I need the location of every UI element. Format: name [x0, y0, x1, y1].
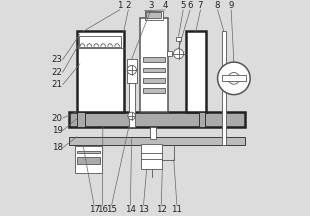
Text: 9: 9	[228, 1, 234, 10]
Bar	[129, 83, 135, 127]
Text: 7: 7	[198, 1, 203, 10]
Circle shape	[127, 65, 136, 75]
Bar	[199, 112, 205, 127]
Text: 2: 2	[126, 1, 131, 10]
Bar	[127, 59, 137, 83]
Circle shape	[174, 49, 184, 59]
Text: 1: 1	[117, 1, 122, 10]
Text: 3: 3	[148, 1, 153, 10]
Bar	[140, 18, 167, 112]
Text: 22: 22	[52, 68, 63, 77]
Text: 5: 5	[180, 1, 186, 10]
Bar	[176, 37, 181, 41]
Circle shape	[128, 112, 135, 120]
Bar	[69, 112, 245, 127]
Bar	[77, 112, 85, 127]
Bar	[77, 31, 124, 112]
Text: 8: 8	[215, 1, 220, 10]
Text: 18: 18	[52, 143, 63, 152]
Bar	[141, 144, 162, 169]
Bar	[75, 146, 102, 173]
Bar	[77, 151, 100, 153]
Bar	[143, 57, 165, 62]
Text: 16: 16	[97, 205, 108, 214]
Text: 6: 6	[187, 1, 193, 10]
Bar	[222, 31, 226, 145]
Bar	[143, 88, 165, 93]
Text: 20: 20	[52, 114, 63, 122]
Circle shape	[218, 62, 250, 95]
Text: 13: 13	[138, 205, 149, 214]
Bar	[77, 157, 100, 164]
Text: 21: 21	[52, 80, 63, 89]
Text: 12: 12	[156, 205, 167, 214]
Text: 4: 4	[162, 1, 168, 10]
Bar	[144, 11, 163, 20]
Text: 11: 11	[171, 205, 182, 214]
Bar	[143, 68, 165, 72]
Bar	[222, 75, 246, 81]
Text: 14: 14	[125, 205, 136, 214]
Text: 19: 19	[52, 126, 63, 135]
Bar	[186, 31, 206, 112]
Bar	[143, 78, 165, 83]
Bar	[69, 137, 245, 145]
Bar	[167, 51, 172, 56]
Circle shape	[228, 73, 240, 84]
Bar	[146, 12, 161, 18]
Text: 15: 15	[106, 205, 117, 214]
Text: 17: 17	[89, 205, 100, 214]
Bar	[79, 36, 121, 47]
Text: 23: 23	[52, 55, 63, 64]
Bar	[150, 127, 156, 139]
